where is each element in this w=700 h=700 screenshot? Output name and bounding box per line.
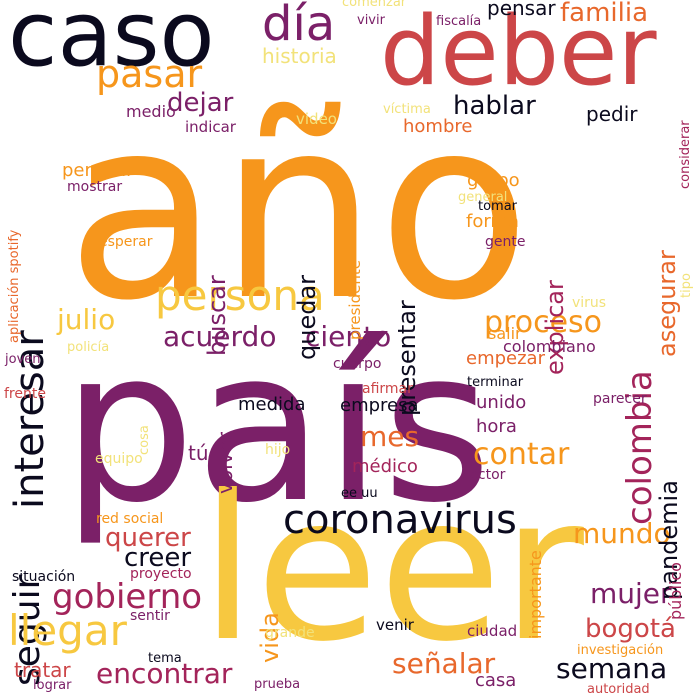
word-medico: médico <box>352 456 418 477</box>
word-coronavirus: coronavirus <box>283 497 517 543</box>
word-explicar: explicar <box>541 280 569 375</box>
word-parecer: parecer <box>593 391 647 407</box>
word-gente: gente <box>485 234 526 250</box>
word-proyecto: proyecto <box>130 566 192 582</box>
word-forma: forma <box>466 211 519 232</box>
word-ciento: ciento <box>305 320 392 353</box>
word-venir: venir <box>376 616 414 634</box>
word-pedir: pedir <box>586 102 638 126</box>
word-tema: tema <box>148 651 182 666</box>
word-semana: semana <box>556 652 668 685</box>
word-general: general <box>458 190 508 205</box>
word-llegar: llegar <box>8 606 127 655</box>
word-tratar: tratar <box>14 658 71 682</box>
word-terminar: terminar <box>467 375 524 390</box>
word-empresa: empresa <box>340 395 419 416</box>
word-situacion: situación <box>12 569 76 585</box>
word-esperar: esperar <box>99 234 153 250</box>
word-dia: día <box>262 0 336 52</box>
word-afirmar: afirmar <box>362 381 413 397</box>
word-tu: tú <box>188 441 209 465</box>
word-medio: medio <box>126 102 176 121</box>
word-leer: leer <box>200 453 584 686</box>
word-permitir: permitir <box>62 160 134 181</box>
word-mujer: mujer <box>590 577 672 610</box>
word-acuerdo: acuerdo <box>163 320 277 353</box>
word-hijo: hijo <box>265 442 291 458</box>
word-mostrar: mostrar <box>67 179 123 195</box>
word-grupo: grupo <box>467 170 520 191</box>
word-gobierno: gobierno <box>52 577 203 617</box>
word-victima: víctima <box>383 102 431 117</box>
word-investigacion: investigación <box>577 643 664 658</box>
word-ciudad: ciudad <box>467 622 518 640</box>
word-buscar: buscar <box>203 275 231 356</box>
word-bogota: bogotá <box>585 614 676 644</box>
word-tipo: tipo <box>679 273 694 298</box>
word-querer: querer <box>105 523 191 553</box>
word-creer: creer <box>124 543 192 573</box>
word-familia: familia <box>560 0 649 28</box>
word-red-social: red social <box>96 511 164 527</box>
word-tomar: tomar <box>478 199 518 214</box>
word-asegurar: asegurar <box>653 250 681 357</box>
word-dejar: dejar <box>167 88 234 118</box>
word-sector: sector <box>462 467 506 483</box>
word-contar: contar <box>473 437 570 472</box>
word-indicar: indicar <box>185 118 236 136</box>
word-empezar: empezar <box>466 348 545 369</box>
word-persona: persona <box>155 271 325 320</box>
word-julio: julio <box>57 303 116 336</box>
word-deber: deber <box>380 0 657 107</box>
word-colombiano: colombiano <box>503 337 596 356</box>
word-salir: salir <box>488 324 522 343</box>
word-prueba: prueba <box>254 677 301 692</box>
word-presidente: presidente <box>346 260 364 340</box>
word-vivir: vivir <box>357 13 385 28</box>
word-frente: frente <box>4 386 46 402</box>
word-encontrar: encontrar <box>96 657 233 690</box>
word-equipo: equipo <box>95 451 143 467</box>
word-virus: virus <box>572 295 607 311</box>
word-ee-uu: ee uu <box>341 486 378 501</box>
word-comenzar: comenzar <box>342 0 407 10</box>
word-aplicacion-spotify: aplicación spotify <box>7 229 22 343</box>
word-autoridad: autoridad <box>587 682 650 697</box>
word-caso: caso <box>8 0 215 87</box>
word-unido: unido <box>476 392 527 413</box>
word-publico: público <box>666 562 685 620</box>
word-pensar: pensar <box>487 0 556 20</box>
word-cuerpo: cuerpo <box>333 356 382 372</box>
word-pais: país <box>62 304 492 549</box>
word-grande: grande <box>265 625 315 641</box>
word-policia: policía <box>67 340 110 355</box>
word-senalar: señalar <box>392 647 496 680</box>
word-hablar: hablar <box>453 91 536 121</box>
word-hombre: hombre <box>403 116 473 137</box>
word-mes: mes <box>360 420 420 453</box>
word-lograr: lograr <box>33 678 72 693</box>
word-mundo: mundo <box>573 517 671 550</box>
word-historia: historia <box>262 44 337 68</box>
word-quedar: quedar <box>293 274 321 360</box>
word-considerar: considerar <box>678 120 693 189</box>
word-video: video <box>296 110 337 128</box>
word-importante: importante <box>526 550 545 639</box>
word-casa: casa <box>475 670 517 691</box>
word-hora: hora <box>476 416 517 437</box>
word-ano: año <box>66 64 531 355</box>
word-fiscalia: fiscalía <box>436 14 482 29</box>
word-pasar: pasar <box>96 52 203 96</box>
word-joven: joven <box>5 352 41 367</box>
word-volver: volver <box>213 432 237 494</box>
word-proceso: proceso <box>484 305 603 340</box>
word-sentir: sentir <box>130 608 170 624</box>
word-medida: medida <box>238 394 306 415</box>
